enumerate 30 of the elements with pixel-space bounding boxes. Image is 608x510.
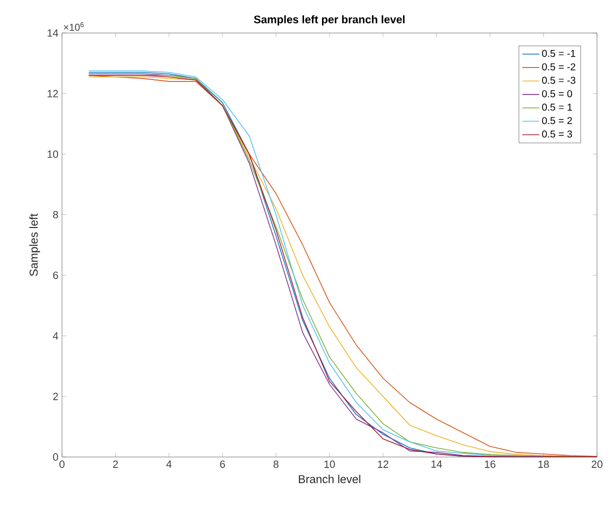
x-axis-title: Branch level [298,474,360,484]
x-tick-label: 18 [538,460,549,468]
y-tick-label: 2 [53,392,58,400]
x-tick-label: 4 [166,460,172,468]
x-tick-label: 2 [113,460,118,468]
legend-label: 0.5 = 2 [542,117,572,124]
legend-label: 0.5 = -2 [542,63,576,70]
y-tick-label: 0 [53,453,58,461]
legend-label: 0.5 = -1 [542,50,576,57]
text: ×10$^{6}$ [64,22,84,31]
y-tick-label: 10 [48,150,58,158]
legend-label: 0.5 = -3 [542,76,576,84]
x-tick-label: 20 [592,460,602,468]
x-tick-label: 16 [484,460,496,468]
x-tick-label: 10 [324,460,335,468]
x-tick-label: 14 [431,460,442,468]
legend-label: 0.5 = 0 [542,90,572,98]
legend-label: 0.5 = 1 [542,104,572,111]
x-tick-label: 0 [60,460,64,468]
chart-title: Samples left per branch level [254,15,405,26]
x-tick-label: 8 [274,460,278,468]
y-axis-title: Samples left [29,214,40,276]
y-tick-label: 12 [48,90,58,98]
x-tick-label: 12 [378,460,388,468]
y-tick-label: 6 [53,272,58,279]
y-tick-label: 8 [53,211,58,218]
x-tick-label: 6 [220,460,225,468]
y-tick-label: 4 [52,332,58,340]
y-tick-label: 14 [48,29,58,37]
legend-label: 0.5 = 3 [542,130,572,138]
